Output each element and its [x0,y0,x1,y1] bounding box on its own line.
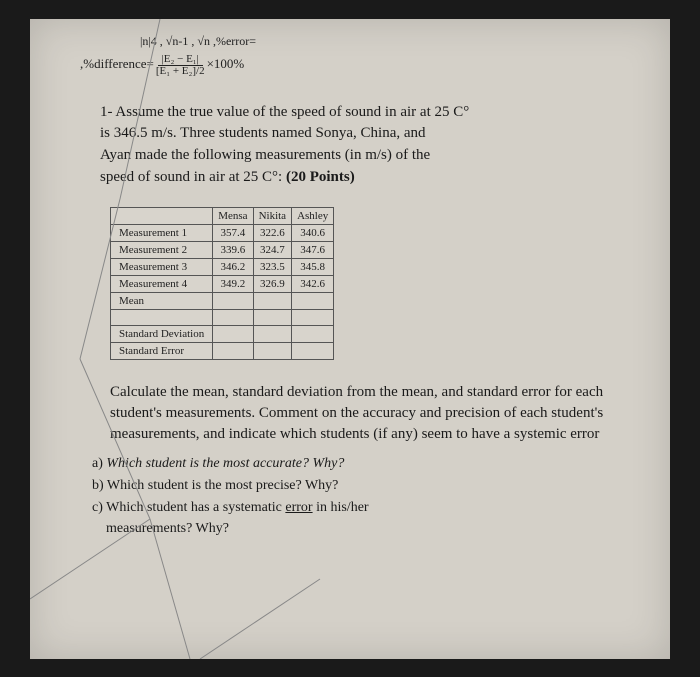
r1h: Measurement 1 [111,224,213,241]
r7h: Standard Error [111,342,213,359]
q-l2: is 346.5 m/s. Three students named Sonya… [100,125,426,141]
diff-mult: ×100% [207,55,245,70]
r3h: Measurement 3 [111,258,213,275]
formula-diff: ,%difference=|E₂ − E₁|[E₁ + E₂]/2×100% [80,53,660,77]
formula-top: |n|4 , √n-1 , √n ,%error= [140,34,670,49]
q-l1: 1- Assume the true value of the speed of… [100,104,469,120]
instructions: Calculate the mean, standard deviation f… [110,382,630,445]
question-text: 1- Assume the true value of the speed of… [100,102,630,189]
h2: Nikita [253,207,292,224]
q-pts: (20 Points) [286,169,355,185]
worksheet-page: |n|4 , √n-1 , √n ,%error= ,%difference=|… [30,19,670,659]
diff-label: ,%difference [80,55,147,70]
r6h: Standard Deviation [111,325,213,342]
sub-questions: a) Which student is the most accurate? W… [92,453,640,539]
q-l4a: speed of sound in air at 25 C°: [100,169,282,185]
r5h: Mean [111,292,213,309]
h3: Ashley [292,207,334,224]
data-table: MensaNikitaAshley Measurement 1357.4322.… [110,207,334,360]
r4h: Measurement 4 [111,275,213,292]
h1: Mensa [213,207,253,224]
q-l3: Ayan made the following measurements (in… [100,147,430,163]
diff-den: [E₁ + E₂]/2 [156,65,205,77]
r2h: Measurement 2 [111,241,213,258]
